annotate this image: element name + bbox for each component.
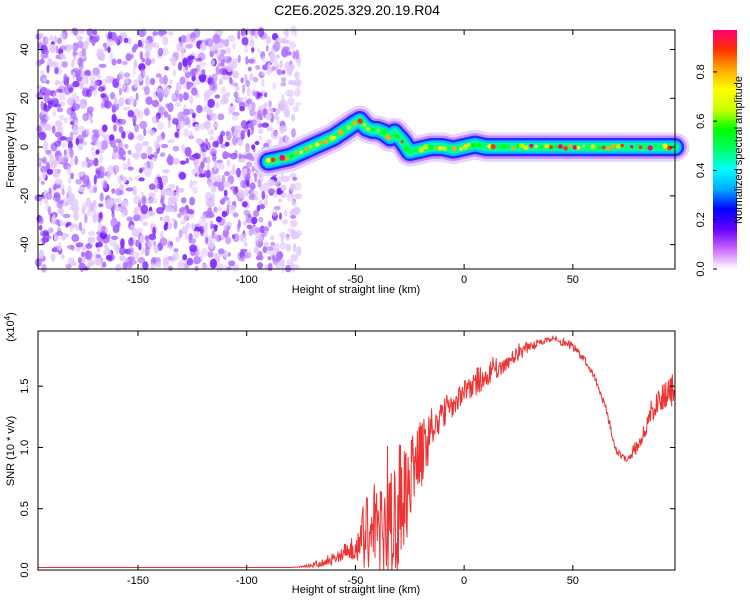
y-tick-label: 0.5 [19,501,31,516]
colorbar-label: Normalized spectral amplitude [733,76,745,224]
spectrogram-frame [37,29,676,270]
y-tick-label: -40 [19,237,31,253]
colorbar: 0.0 0.2 0.4 0.6 0.8 Normalized spectral ampl… [695,30,745,277]
x-tick-label: -50 [347,575,363,587]
x-tick-label: -150 [127,575,149,587]
snr-panel: -150 -100 -50 0 50 0.0 0.5 1.0 1.5 Height of st… [3,312,676,596]
snr-series-line [38,334,676,571]
snr-y-multiplier: (x104) [3,312,17,342]
x-tick-label: 0 [461,274,467,286]
x-tick-label: 50 [567,575,579,587]
y-tick-label: 1.0 [19,440,31,455]
noise-region [34,25,303,274]
y-tick-label: 1.5 [19,379,31,394]
figure-title: C2E6.2025.329.20.19.R04 [274,2,440,18]
multiplier-exponent: 4 [3,315,12,320]
y-tick-label: 0 [19,144,31,150]
x-tick-label: -150 [127,274,149,286]
spectrogram-panel: -150 -100 -50 0 50 -40 -20 0 20 40 Height of str… [5,25,690,296]
colorbar-tick-label: 0.2 [695,212,707,227]
y-tick-label: 0.0 [19,562,31,577]
snr-frame [37,330,676,571]
signal-track [253,105,690,177]
x-tick-label: -100 [236,274,258,286]
snr-x-label: Height of straight line (km) [292,584,420,596]
colorbar-tick-label: 0.6 [695,114,707,129]
colorbar-ticks: 0.0 0.2 0.4 0.6 0.8 [695,64,717,277]
spectrogram-x-label: Height of straight line (km) [292,284,420,296]
x-tick-label: 50 [567,274,579,286]
colorbar-tick-label: 0.0 [695,261,707,276]
spectrogram-x-ticks: -150 -100 -50 0 50 [127,30,579,286]
y-tick-label: -20 [19,188,31,204]
spectrogram-y-label: Frequency (Hz) [5,112,17,188]
x-tick-label: -100 [236,575,258,587]
colorbar-tick-label: 0.4 [695,163,707,178]
x-tick-label: -50 [347,274,363,286]
snr-x-ticks: -150 -100 -50 0 50 [127,331,579,587]
colorbar-tick-label: 0.8 [695,64,707,79]
snr-y-label: SNR (10 * v/v) [5,416,17,486]
snr-y-ticks: 0.0 0.5 1.0 1.5 [19,379,675,578]
x-tick-label: 0 [461,575,467,587]
svg-text:(x104): (x104) [3,312,17,342]
spectrogram-y-ticks: -40 -20 0 20 40 [19,43,675,253]
colorbar-gradient [713,30,737,269]
y-tick-label: 40 [19,43,31,55]
multiplier-text: (x10 [5,320,17,341]
y-tick-label: 20 [19,92,31,104]
